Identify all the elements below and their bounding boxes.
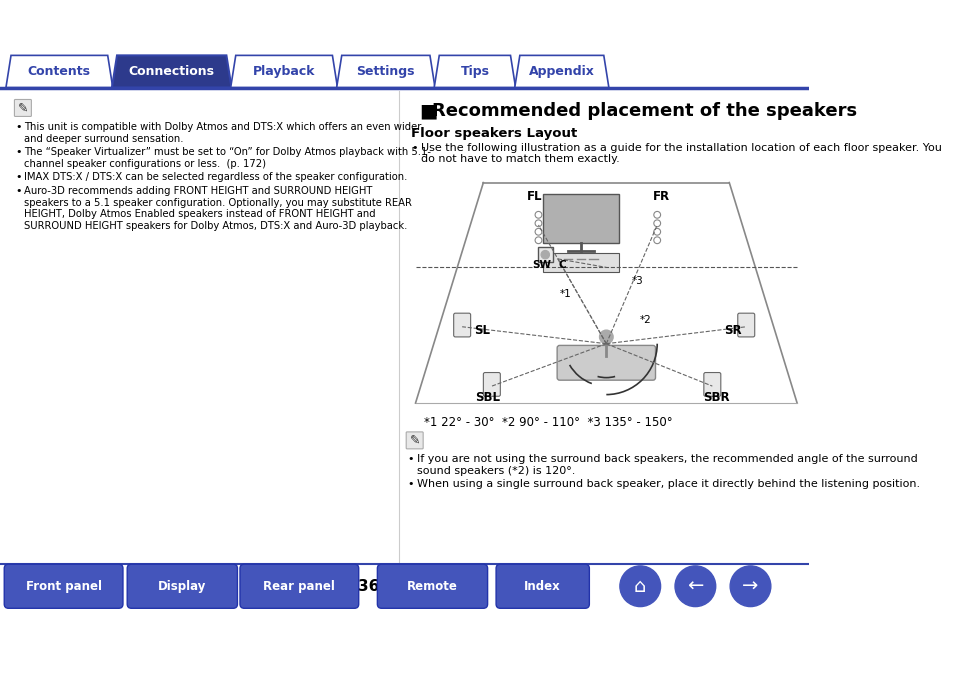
Text: Front panel: Front panel bbox=[26, 579, 101, 593]
Circle shape bbox=[729, 566, 770, 606]
FancyBboxPatch shape bbox=[127, 564, 237, 608]
Text: FR: FR bbox=[652, 190, 669, 203]
Text: •: • bbox=[15, 186, 22, 196]
Text: •: • bbox=[407, 454, 413, 464]
FancyBboxPatch shape bbox=[454, 313, 470, 337]
Text: Auro-3D recommends adding FRONT HEIGHT and SURROUND HEIGHT
speakers to a 5.1 spe: Auro-3D recommends adding FRONT HEIGHT a… bbox=[24, 186, 411, 231]
Text: ←: ← bbox=[686, 577, 702, 596]
Text: Contents: Contents bbox=[28, 65, 91, 78]
Circle shape bbox=[619, 566, 659, 606]
Polygon shape bbox=[231, 55, 337, 87]
Polygon shape bbox=[434, 55, 515, 87]
FancyBboxPatch shape bbox=[406, 432, 423, 449]
Polygon shape bbox=[6, 55, 112, 87]
Text: Recommended placement of the speakers: Recommended placement of the speakers bbox=[432, 102, 857, 120]
Text: *1: *1 bbox=[559, 289, 571, 299]
FancyBboxPatch shape bbox=[542, 194, 618, 243]
Text: IMAX DTS:X / DTS:X can be selected regardless of the speaker configuration.: IMAX DTS:X / DTS:X can be selected regar… bbox=[24, 172, 407, 182]
Text: Playback: Playback bbox=[253, 65, 315, 78]
FancyBboxPatch shape bbox=[14, 100, 31, 116]
Text: →: → bbox=[741, 577, 758, 596]
Circle shape bbox=[675, 566, 715, 606]
Polygon shape bbox=[336, 55, 435, 87]
Text: *3: *3 bbox=[631, 277, 643, 286]
Text: Use the following illustration as a guide for the installation location of each : Use the following illustration as a guid… bbox=[420, 143, 941, 164]
Text: •: • bbox=[15, 122, 22, 133]
FancyBboxPatch shape bbox=[483, 373, 499, 396]
Text: Display: Display bbox=[158, 579, 206, 593]
Text: When using a single surround back speaker, place it directly behind the listenin: When using a single surround back speake… bbox=[416, 479, 920, 489]
FancyBboxPatch shape bbox=[737, 313, 754, 337]
FancyBboxPatch shape bbox=[537, 247, 553, 262]
Text: •: • bbox=[407, 479, 413, 489]
Text: Connections: Connections bbox=[129, 65, 214, 78]
Text: C: C bbox=[558, 260, 565, 271]
Circle shape bbox=[540, 250, 549, 259]
Text: Settings: Settings bbox=[356, 65, 415, 78]
Text: Appendix: Appendix bbox=[528, 65, 594, 78]
FancyBboxPatch shape bbox=[496, 564, 589, 608]
Text: SW: SW bbox=[532, 260, 551, 271]
Text: FL: FL bbox=[526, 190, 541, 203]
FancyBboxPatch shape bbox=[542, 253, 618, 272]
FancyBboxPatch shape bbox=[377, 564, 487, 608]
Polygon shape bbox=[112, 55, 232, 87]
Text: Rear panel: Rear panel bbox=[263, 579, 335, 593]
Text: The “Speaker Virtualizer” must be set to “On” for Dolby Atmos playback with 5.1-: The “Speaker Virtualizer” must be set to… bbox=[24, 147, 431, 168]
Text: ■: ■ bbox=[418, 101, 436, 120]
Text: •: • bbox=[15, 172, 22, 182]
Text: SBR: SBR bbox=[702, 392, 729, 404]
Text: ⌂: ⌂ bbox=[634, 577, 646, 596]
FancyBboxPatch shape bbox=[557, 345, 655, 380]
Text: ✎: ✎ bbox=[17, 102, 29, 114]
Text: If you are not using the surround back speakers, the recommended angle of the su: If you are not using the surround back s… bbox=[416, 454, 917, 476]
Text: Index: Index bbox=[524, 579, 560, 593]
FancyBboxPatch shape bbox=[240, 564, 358, 608]
Text: *1 22° - 30°  *2 90° - 110°  *3 135° - 150°: *1 22° - 30° *2 90° - 110° *3 135° - 150… bbox=[423, 416, 672, 429]
Polygon shape bbox=[515, 55, 608, 87]
Text: Remote: Remote bbox=[407, 579, 457, 593]
Text: 36: 36 bbox=[357, 579, 379, 594]
Text: Tips: Tips bbox=[460, 65, 489, 78]
FancyBboxPatch shape bbox=[4, 564, 123, 608]
FancyBboxPatch shape bbox=[703, 373, 720, 396]
Circle shape bbox=[598, 330, 613, 344]
Text: •: • bbox=[411, 143, 417, 153]
Text: •: • bbox=[15, 147, 22, 157]
Text: SL: SL bbox=[474, 324, 490, 336]
Text: This unit is compatible with Dolby Atmos and DTS:X which offers an even wider
an: This unit is compatible with Dolby Atmos… bbox=[24, 122, 420, 144]
Text: SBL: SBL bbox=[475, 392, 499, 404]
Text: Floor speakers Layout: Floor speakers Layout bbox=[411, 127, 577, 141]
Text: ✎: ✎ bbox=[409, 434, 419, 447]
Text: SR: SR bbox=[723, 324, 741, 336]
Text: *2: *2 bbox=[639, 314, 651, 324]
